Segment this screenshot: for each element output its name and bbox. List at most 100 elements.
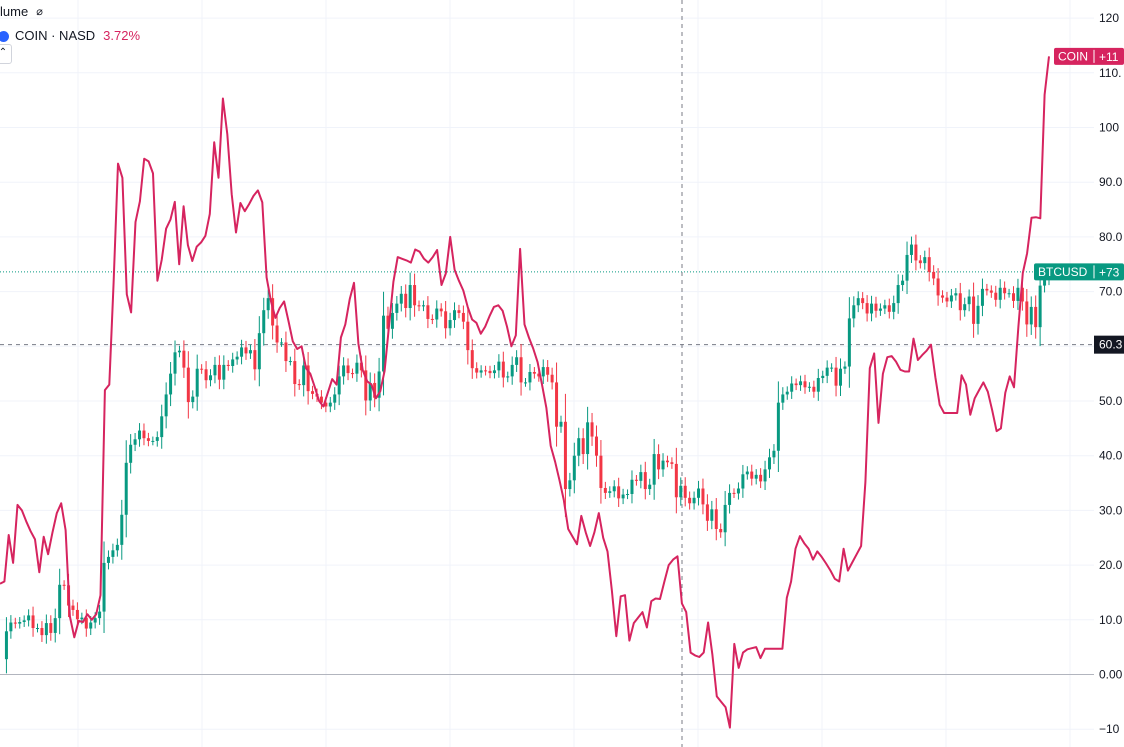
candle-body <box>909 244 913 255</box>
y-axis-tick-label: 30.0 <box>1099 503 1123 517</box>
eye-slash-icon[interactable]: ⌀ <box>36 6 43 18</box>
candle-body <box>244 347 248 354</box>
candle-body <box>985 288 989 291</box>
candle-body <box>941 295 945 298</box>
candle-body <box>998 287 1002 300</box>
candle-body <box>390 312 394 329</box>
candle-body <box>470 350 474 369</box>
candle-body <box>404 293 408 309</box>
candle-body <box>532 372 536 374</box>
candle-body <box>191 396 195 403</box>
candle-body <box>253 350 257 370</box>
btc-price-tag: BTCUSD +73 <box>1034 263 1124 281</box>
candle-body <box>31 615 35 629</box>
candle-body <box>559 421 563 427</box>
candle-body <box>577 438 581 456</box>
candle-body <box>151 440 155 442</box>
candle-body <box>958 293 962 311</box>
candle-body <box>847 318 851 367</box>
y-axis[interactable]: 120110.10090.080.070.060.050.040.030.020… <box>1099 11 1123 736</box>
candle-body <box>781 394 785 403</box>
candle-body <box>1007 293 1011 295</box>
candle-body <box>311 391 315 394</box>
candle-body <box>630 479 634 494</box>
candle-body <box>603 487 607 493</box>
candle-body <box>146 438 150 441</box>
candle-body <box>856 298 860 306</box>
candle-body <box>510 364 514 377</box>
candle-body <box>324 402 328 407</box>
candle-body <box>634 479 638 481</box>
candle-body <box>111 550 115 557</box>
candle-body <box>963 304 967 311</box>
candle-body <box>13 622 17 624</box>
candle-body <box>932 271 936 279</box>
candle-body <box>878 308 882 311</box>
candle-body <box>75 609 79 620</box>
volume-label: lume <box>0 4 29 19</box>
candle-body <box>794 383 798 386</box>
candle-body <box>799 381 803 386</box>
candle-body <box>373 382 377 398</box>
candle-body <box>133 439 137 445</box>
candle-body <box>430 318 434 320</box>
candle-body <box>120 514 124 545</box>
candle-body <box>723 504 727 533</box>
candle-body <box>1016 287 1020 301</box>
coin-tag-value: +11 <box>1099 50 1119 64</box>
candle-body <box>692 497 696 504</box>
candle-body <box>49 623 53 633</box>
volume-legend-row[interactable]: lume ⌀ <box>0 0 140 24</box>
candle-body <box>661 460 665 470</box>
btc-candles <box>4 234 1051 674</box>
coin-legend-row[interactable]: COIN · NASD 3.72% <box>0 24 140 48</box>
candle-body <box>173 352 177 374</box>
y-axis-tick-label: 70.0 <box>1099 285 1123 299</box>
candle-body <box>546 367 550 375</box>
candle-body <box>53 618 57 633</box>
y-axis-tick-label: 90.0 <box>1099 175 1123 189</box>
candle-body <box>501 361 505 378</box>
candle-body <box>453 310 457 321</box>
candle-body <box>479 370 483 373</box>
candle-body <box>93 618 97 623</box>
candle-body <box>887 305 891 312</box>
candle-body <box>62 584 66 586</box>
candle-body <box>106 556 110 563</box>
candle-body <box>138 430 142 440</box>
candle-body <box>448 320 452 329</box>
candle-body <box>284 342 288 362</box>
candle-body <box>439 308 443 312</box>
candle-body <box>386 315 390 329</box>
candle-body <box>714 509 718 529</box>
y-axis-tick-label: 40.0 <box>1099 449 1123 463</box>
collapse-legend-button[interactable]: ⌃ <box>0 44 12 64</box>
candle-body <box>874 303 878 311</box>
candle-body <box>350 373 354 375</box>
coin-price-tag: COIN +11 <box>1054 47 1124 65</box>
candle-body <box>364 370 368 401</box>
candle-body <box>936 278 940 296</box>
candle-body <box>279 342 283 344</box>
candle-body <box>830 367 834 369</box>
candle-body <box>297 384 301 386</box>
candle-body <box>257 333 261 370</box>
candle-body <box>643 472 647 490</box>
candle-body <box>342 365 346 377</box>
candle-body <box>115 544 119 551</box>
y-axis-tick-label: 50.0 <box>1099 394 1123 408</box>
candle-body <box>4 631 8 660</box>
candle-body <box>683 485 687 498</box>
btc-tag-value: +73 <box>1099 265 1120 279</box>
y-axis-tick-label: −10 <box>1099 722 1120 736</box>
candle-body <box>200 368 204 370</box>
candle-body <box>129 444 133 463</box>
candle-body <box>164 394 168 417</box>
candle-body <box>790 383 794 392</box>
candle-body <box>248 350 252 354</box>
candle-body <box>417 305 421 307</box>
coin-change-value: 3.72% <box>103 28 141 43</box>
candle-body <box>44 623 48 636</box>
candle-body <box>435 308 439 320</box>
